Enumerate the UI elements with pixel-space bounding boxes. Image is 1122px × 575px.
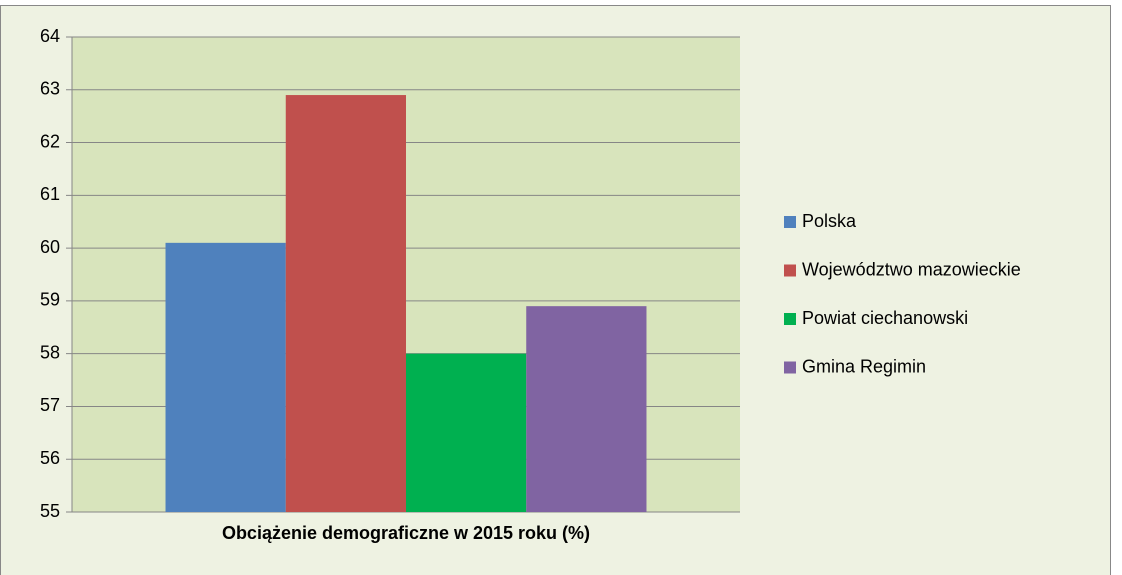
legend-swatch — [784, 264, 796, 277]
legend-label: Gmina Regimin — [802, 356, 926, 376]
bar — [165, 242, 286, 513]
legend-label: Powiat ciechanowski — [802, 308, 968, 328]
y-tick-label: 61 — [40, 184, 60, 204]
bar — [285, 95, 406, 513]
y-tick-label: 57 — [40, 395, 60, 415]
x-tick-label: Obciążenie demograficzne w 2015 roku (%) — [222, 523, 590, 543]
y-tick-label: 62 — [40, 131, 60, 151]
legend-swatch — [784, 216, 796, 228]
y-tick-label: 59 — [40, 290, 60, 310]
legend-label: Polska — [802, 211, 857, 231]
bar — [526, 306, 647, 512]
legend-label: Województwo mazowieckie — [802, 259, 1021, 279]
y-tick-label: 63 — [40, 79, 60, 99]
y-tick-label: 56 — [40, 448, 60, 468]
bar — [406, 353, 527, 512]
y-tick-label: 64 — [40, 26, 60, 46]
legend-swatch — [784, 313, 796, 325]
y-tick-label: 60 — [40, 237, 60, 257]
legend-swatch — [784, 361, 796, 374]
y-tick-label: 58 — [40, 342, 60, 362]
y-tick-label: 55 — [40, 501, 60, 521]
